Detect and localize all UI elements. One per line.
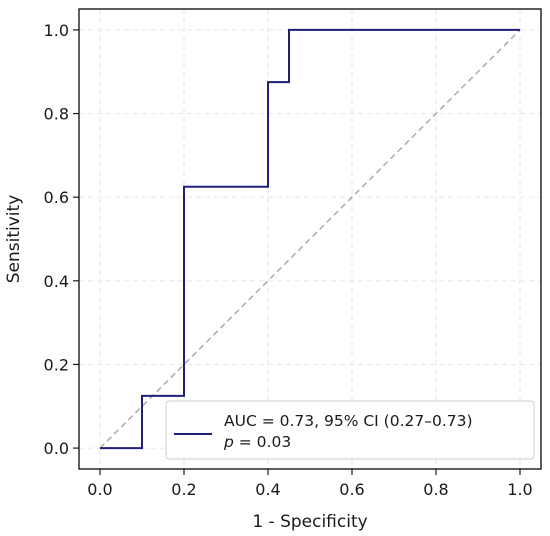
x-tick-label: 0.6 [339, 480, 364, 499]
x-tick-label: 0.4 [255, 480, 280, 499]
x-tick-label: 0.0 [87, 480, 112, 499]
x-tick-label: 0.8 [423, 480, 448, 499]
plot-frame [78, 8, 542, 470]
y-axis: 0.0 0.2 0.4 0.6 0.8 1.0 [44, 21, 79, 458]
y-tick-label: 0.4 [44, 272, 69, 291]
y-tick-label: 1.0 [44, 21, 69, 40]
y-tick-label: 0.2 [44, 355, 69, 374]
legend-box [165, 400, 535, 460]
x-tick-label: 1.0 [507, 480, 532, 499]
legend-p-symbol: p [223, 433, 234, 451]
x-axis: 0.0 0.2 0.4 0.6 0.8 1.0 [87, 469, 533, 499]
y-tick-label: 0.0 [44, 439, 69, 458]
legend-p-number: = 0.03 [234, 433, 291, 451]
roc-curve-line [100, 28, 520, 450]
y-tick-label: 0.8 [44, 105, 69, 124]
legend-p-value: p = 0.03 [223, 433, 291, 451]
y-axis-label: Sensitivity [4, 195, 24, 284]
y-tick-label: 0.6 [44, 188, 69, 207]
curves [99, 28, 521, 450]
chance-diagonal-line [99, 29, 521, 449]
x-axis-label: 1 - Specificity [252, 512, 367, 532]
legend-entry-label: AUC = 0.73, 95% CI (0.27–0.73) [224, 412, 473, 430]
legend: AUC = 0.73, 95% CI (0.27–0.73) p = 0.03 [165, 400, 535, 460]
x-tick-label: 0.2 [171, 480, 196, 499]
